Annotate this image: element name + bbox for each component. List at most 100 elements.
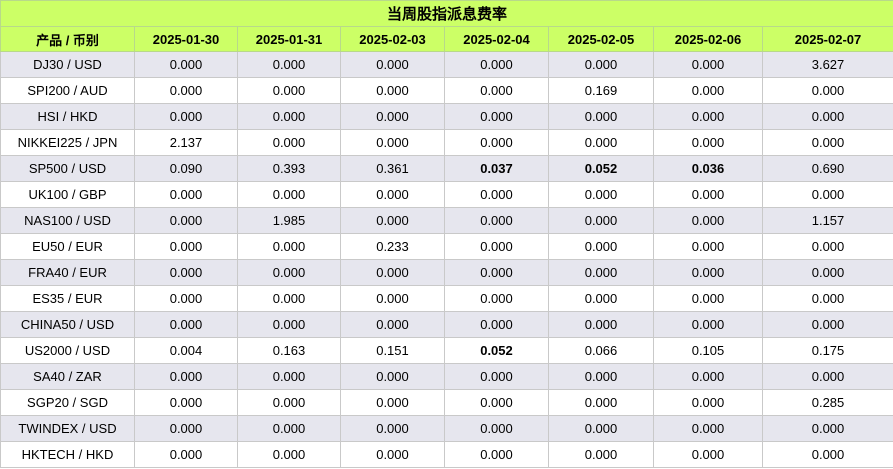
rate-cell: 0.000 bbox=[134, 77, 238, 104]
rate-cell: 0.000 bbox=[444, 233, 549, 260]
product-cell: HKTECH / HKD bbox=[0, 441, 135, 468]
rate-cell: 0.000 bbox=[761, 233, 893, 260]
rate-cell: 0.000 bbox=[548, 363, 654, 390]
table-row: SA40 / ZAR 0.000 0.000 0.000 0.000 0.000 0.000… bbox=[0, 363, 893, 390]
rate-cell: 0.233 bbox=[340, 233, 445, 260]
rate-cell: 0.000 bbox=[340, 77, 445, 104]
header-date: 2025-02-05 bbox=[548, 26, 654, 52]
rate-cell: 0.163 bbox=[237, 337, 341, 364]
rate-cell: 0.000 bbox=[548, 233, 654, 260]
product-cell: NIKKEI225 / JPN bbox=[0, 129, 135, 156]
product-cell: DJ30 / USD bbox=[0, 51, 135, 78]
rate-cell: 0.151 bbox=[340, 337, 445, 364]
rate-cell: 0.000 bbox=[761, 415, 893, 442]
rate-cell: 0.004 bbox=[134, 337, 238, 364]
rate-cell: 0.000 bbox=[237, 77, 341, 104]
rate-cell: 0.000 bbox=[548, 285, 654, 312]
header-date: 2025-01-30 bbox=[134, 26, 238, 52]
rate-cell: 0.000 bbox=[134, 51, 238, 78]
rate-cell: 0.000 bbox=[237, 181, 341, 208]
product-cell: US2000 / USD bbox=[0, 337, 135, 364]
rate-cell: 0.000 bbox=[340, 363, 445, 390]
rate-cell: 0.169 bbox=[548, 77, 654, 104]
rate-cell: 0.000 bbox=[444, 285, 549, 312]
rate-cell: 0.000 bbox=[761, 259, 893, 286]
rate-cell: 0.000 bbox=[444, 103, 549, 130]
rate-cell: 0.000 bbox=[548, 129, 654, 156]
table-row: HKTECH / HKD 0.000 0.000 0.000 0.000 0.000 0.0… bbox=[0, 441, 893, 468]
rate-cell: 0.000 bbox=[761, 77, 893, 104]
rate-cell: 0.000 bbox=[134, 285, 238, 312]
rate-cell: 0.000 bbox=[134, 103, 238, 130]
table-body: DJ30 / USD 0.000 0.000 0.000 0.000 0.000 0.000… bbox=[0, 51, 893, 468]
rate-cell: 0.000 bbox=[340, 389, 445, 416]
rate-cell: 0.000 bbox=[548, 51, 654, 78]
rate-cell: 0.000 bbox=[237, 285, 341, 312]
table-row: UK100 / GBP 0.000 0.000 0.000 0.000 0.000 0.00… bbox=[0, 181, 893, 208]
rate-cell: 0.000 bbox=[134, 181, 238, 208]
rate-cell: 3.627 bbox=[761, 51, 893, 78]
rate-cell: 0.000 bbox=[548, 181, 654, 208]
rate-cell: 0.000 bbox=[444, 441, 549, 468]
rate-cell: 0.393 bbox=[237, 155, 341, 182]
title-row: 当周股指派息费率 bbox=[0, 0, 893, 27]
rate-cell: 0.052 bbox=[548, 155, 654, 182]
table-row: NIKKEI225 / JPN 2.137 0.000 0.000 0.000 0.000… bbox=[0, 129, 893, 156]
rate-cell: 0.066 bbox=[548, 337, 654, 364]
rate-cell: 0.690 bbox=[761, 155, 893, 182]
table-row: DJ30 / USD 0.000 0.000 0.000 0.000 0.000 0.000… bbox=[0, 51, 893, 78]
rate-cell: 0.000 bbox=[444, 363, 549, 390]
rate-cell: 0.000 bbox=[134, 415, 238, 442]
product-cell: SGP20 / SGD bbox=[0, 389, 135, 416]
rate-cell: 0.000 bbox=[340, 103, 445, 130]
rate-cell: 0.000 bbox=[761, 311, 893, 338]
header-product-currency: 产品 / 币别 bbox=[0, 26, 135, 52]
rate-cell: 0.052 bbox=[444, 337, 549, 364]
rate-cell: 0.000 bbox=[134, 259, 238, 286]
rate-cell: 0.000 bbox=[340, 129, 445, 156]
rate-cell: 0.000 bbox=[444, 415, 549, 442]
rate-cell: 0.000 bbox=[444, 259, 549, 286]
rate-cell: 0.000 bbox=[340, 259, 445, 286]
table-row: ES35 / EUR 0.000 0.000 0.000 0.000 0.000 0.000… bbox=[0, 285, 893, 312]
product-cell: CHINA50 / USD bbox=[0, 311, 135, 338]
rate-cell: 0.105 bbox=[653, 337, 763, 364]
rate-cell: 0.000 bbox=[237, 311, 341, 338]
product-cell: EU50 / EUR bbox=[0, 233, 135, 260]
header-date: 2025-01-31 bbox=[237, 26, 341, 52]
rate-cell: 0.000 bbox=[548, 415, 654, 442]
rate-cell: 0.000 bbox=[134, 441, 238, 468]
rate-cell: 0.000 bbox=[340, 441, 445, 468]
rate-cell: 0.000 bbox=[237, 129, 341, 156]
rate-cell: 0.000 bbox=[761, 285, 893, 312]
rate-cell: 0.000 bbox=[237, 103, 341, 130]
rate-cell: 0.000 bbox=[237, 415, 341, 442]
rate-cell: 0.000 bbox=[340, 311, 445, 338]
rate-cell: 0.037 bbox=[444, 155, 549, 182]
rate-cell: 0.000 bbox=[444, 129, 549, 156]
product-cell: SP500 / USD bbox=[0, 155, 135, 182]
product-cell: TWINDEX / USD bbox=[0, 415, 135, 442]
product-cell: ES35 / EUR bbox=[0, 285, 135, 312]
rate-cell: 0.036 bbox=[653, 155, 763, 182]
table-row: SPI200 / AUD 0.000 0.000 0.000 0.000 0.169 0.0… bbox=[0, 77, 893, 104]
rate-cell: 0.175 bbox=[761, 337, 893, 364]
rate-cell: 0.000 bbox=[237, 51, 341, 78]
rate-cell: 0.285 bbox=[761, 389, 893, 416]
rate-cell: 0.000 bbox=[548, 389, 654, 416]
rate-cell: 1.157 bbox=[761, 207, 893, 234]
rate-cell: 0.000 bbox=[653, 363, 763, 390]
rate-cell: 0.000 bbox=[134, 389, 238, 416]
rate-cell: 0.000 bbox=[548, 103, 654, 130]
header-date: 2025-02-07 bbox=[761, 26, 893, 52]
rate-cell: 0.000 bbox=[340, 181, 445, 208]
rate-cell: 0.000 bbox=[444, 77, 549, 104]
table-row: HSI / HKD 0.000 0.000 0.000 0.000 0.000 0.000 0… bbox=[0, 103, 893, 130]
rate-cell: 0.000 bbox=[653, 415, 763, 442]
rate-cell: 0.000 bbox=[237, 389, 341, 416]
rate-cell: 0.000 bbox=[653, 441, 763, 468]
rate-cell: 0.000 bbox=[653, 51, 763, 78]
rate-cell: 0.000 bbox=[653, 129, 763, 156]
rate-cell: 0.361 bbox=[340, 155, 445, 182]
